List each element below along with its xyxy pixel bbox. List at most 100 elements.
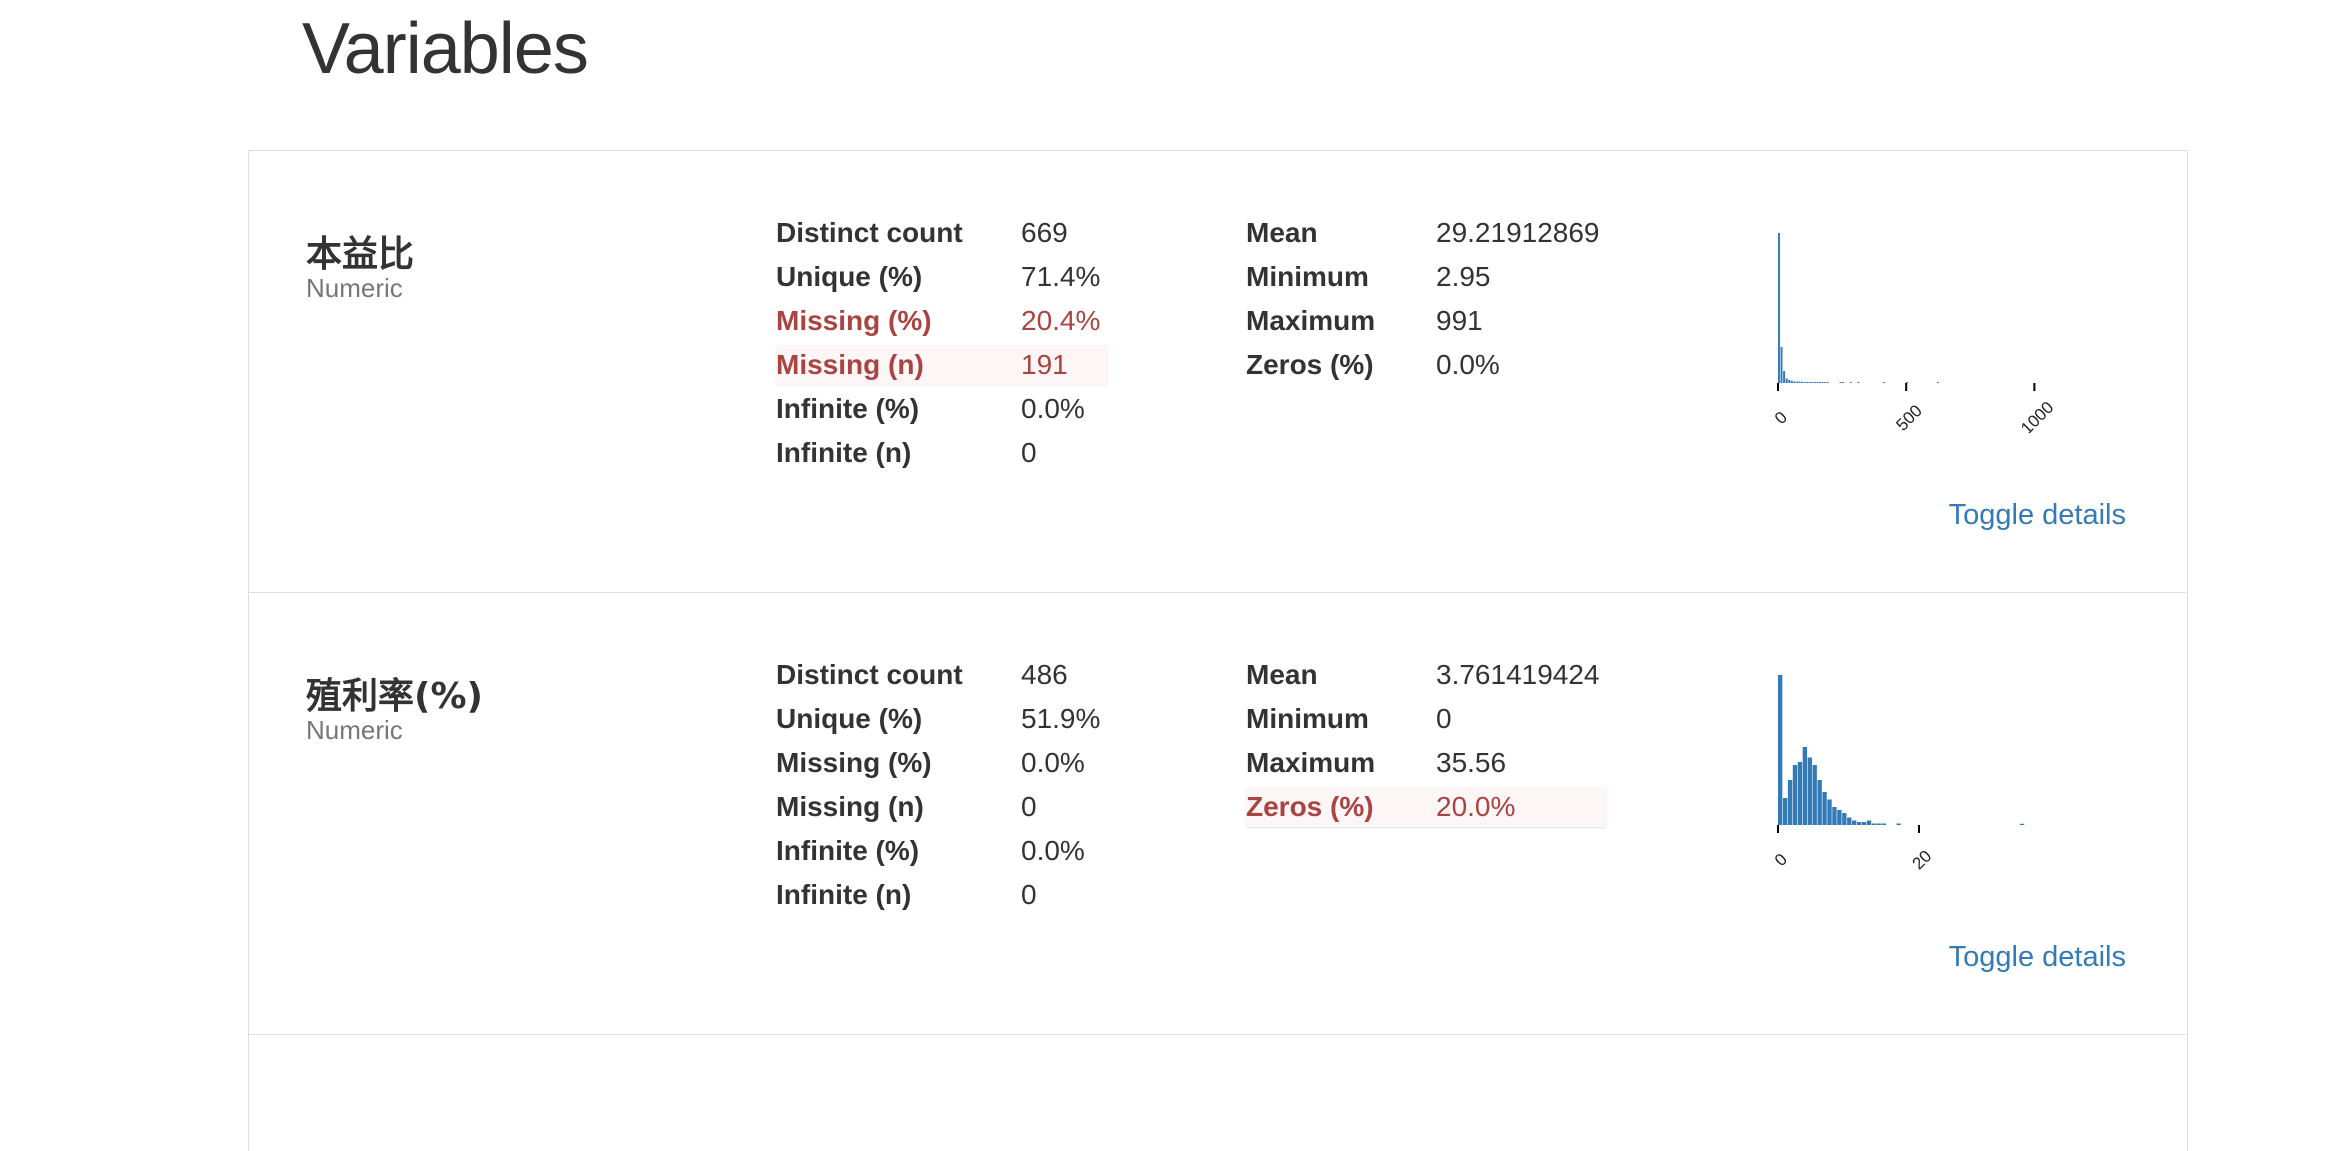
histogram-bar (1802, 747, 1808, 825)
stat-value: 0.0% (1021, 393, 1085, 424)
stat-value: 669 (1021, 217, 1068, 248)
histogram-bar (1856, 822, 1862, 825)
stat-row: Mean 29.21912869 (1246, 211, 1600, 255)
stat-row: Minimum 0 (1246, 697, 1452, 741)
histogram-bar (2019, 823, 2025, 825)
alert-highlight (1246, 787, 1606, 827)
stat-label: Zeros (%) (1246, 349, 1374, 380)
histogram-bar (1849, 382, 1852, 383)
stat-value: 29.21912869 (1436, 217, 1600, 248)
histogram-bar (1797, 762, 1803, 825)
histogram-bar (1857, 382, 1860, 383)
histogram-bar (1783, 371, 1786, 383)
histogram-svg: 0 500 1000 (1771, 233, 2057, 433)
histogram-svg: 0 20 (1771, 675, 2025, 874)
stat-label: Missing (%) (776, 747, 932, 778)
stat-label: Distinct count (776, 217, 963, 248)
stat-value: 0 (1021, 437, 1037, 468)
toggle-details-link[interactable]: Toggle details (1948, 499, 2126, 531)
histogram-bar (1813, 382, 1816, 383)
stat-label: Infinite (n) (776, 879, 912, 910)
stat-value: 2.95 (1436, 261, 1491, 292)
histogram-bar (1819, 382, 1821, 383)
stat-row: Minimum 2.95 (1246, 255, 1491, 299)
stat-row: Missing (%) 20.4% (776, 299, 1100, 343)
histogram-bar (1788, 380, 1791, 383)
stat-label: Maximum (1246, 747, 1376, 778)
stat-row: Missing (n) 0 (776, 785, 1037, 829)
histogram-bar (1787, 780, 1793, 825)
stat-row: Maximum 991 (1246, 299, 1483, 343)
variable-type: Numeric (306, 273, 403, 303)
stat-label: Minimum (1246, 261, 1369, 292)
stat-label: Minimum (1246, 703, 1369, 734)
stat-row: Unique (%) 71.4% (776, 255, 1100, 299)
histogram-bar (1801, 381, 1804, 383)
stat-label: Maximum (1246, 305, 1376, 336)
stat-label: Infinite (%) (776, 835, 920, 866)
histogram-bar (1847, 817, 1852, 825)
stat-value: 51.9% (1021, 703, 1101, 734)
stat-row: Distinct count 669 (776, 211, 1068, 255)
toggle-details-link[interactable]: Toggle details (1948, 941, 2126, 973)
stat-value: 0.0% (1436, 349, 1500, 380)
stat-label: Mean (1246, 217, 1318, 248)
stats-table-left: Distinct count 669 Unique (%) 71.4% Missing … (776, 211, 1108, 475)
stat-label: Infinite (%) (776, 393, 920, 424)
stat-row: Missing (%) 0.0% (776, 741, 1085, 785)
histogram-bar (1876, 823, 1882, 825)
histogram-bar (1785, 378, 1788, 383)
x-tick-label: 1000 (2017, 398, 2057, 433)
stat-value: 0 (1021, 879, 1037, 910)
histogram-bar (1852, 820, 1857, 825)
stat-row: Missing (n) 191 (776, 343, 1108, 387)
histogram-bar (1881, 823, 1886, 825)
stat-row: Infinite (%) 0.0% (776, 829, 1085, 873)
histogram-bar (1822, 792, 1827, 825)
stat-label: Missing (n) (776, 349, 924, 380)
histogram-bar (1824, 382, 1827, 383)
histogram-bar (1808, 382, 1811, 383)
stat-label: Unique (%) (776, 261, 923, 292)
stat-label: Unique (%) (776, 703, 923, 734)
histogram-bar (1790, 380, 1793, 383)
x-tick-label: 500 (1892, 401, 1925, 433)
histogram-bar (1839, 382, 1842, 383)
histogram-bar (1871, 823, 1877, 825)
variable-name: 殖利率(%) (306, 676, 483, 717)
histogram-bar (1821, 382, 1824, 383)
histogram-bar (1807, 757, 1812, 825)
stats-table-right: Mean 3.761419424 Minimum 0 Maximum 35.56 Zeros… (1246, 653, 1606, 829)
histogram-bar (1896, 823, 1901, 825)
histogram-bar (1782, 798, 1788, 825)
histogram-bar (1826, 382, 1829, 383)
variable-row: 本益比 Numeric Distinct count 669 Unique (%) 7… (248, 150, 2186, 593)
stat-label: Infinite (n) (776, 437, 912, 468)
stat-row: Mean 3.761419424 (1246, 653, 1600, 697)
stat-row: Infinite (n) 0 (776, 873, 1037, 917)
stat-value: 20.4% (1021, 305, 1101, 336)
stat-value: 35.56 (1436, 747, 1507, 778)
x-tick-label: 20 (1909, 847, 1936, 874)
histogram-bar (1778, 233, 1780, 383)
stat-row: Infinite (n) 0 (776, 431, 1037, 475)
stat-row: Maximum 35.56 (1246, 741, 1506, 785)
histogram-bar (1816, 382, 1819, 383)
variable-row: 殖利率(%) Numeric Distinct count 486 Unique (… (248, 592, 2186, 1035)
variable-name: 本益比 (306, 234, 415, 275)
histogram-bar (1866, 820, 1872, 825)
histogram-bar (1936, 382, 1939, 383)
stat-row: Unique (%) 51.9% (776, 697, 1100, 741)
stat-value: 71.4% (1021, 261, 1101, 292)
variable-row (248, 1034, 2186, 1095)
stat-label: Zeros (%) (1246, 791, 1374, 822)
histogram-bar (1832, 807, 1837, 825)
histogram-bar (1906, 382, 1909, 383)
histogram-bar (1827, 799, 1832, 825)
histogram-bar (1842, 813, 1847, 825)
stat-row: Infinite (%) 0.0% (776, 387, 1085, 431)
stat-value: 991 (1436, 305, 1483, 336)
histogram-bar (1778, 675, 1783, 825)
stat-value: 0.0% (1021, 835, 1085, 866)
histogram-bar (1795, 381, 1798, 383)
